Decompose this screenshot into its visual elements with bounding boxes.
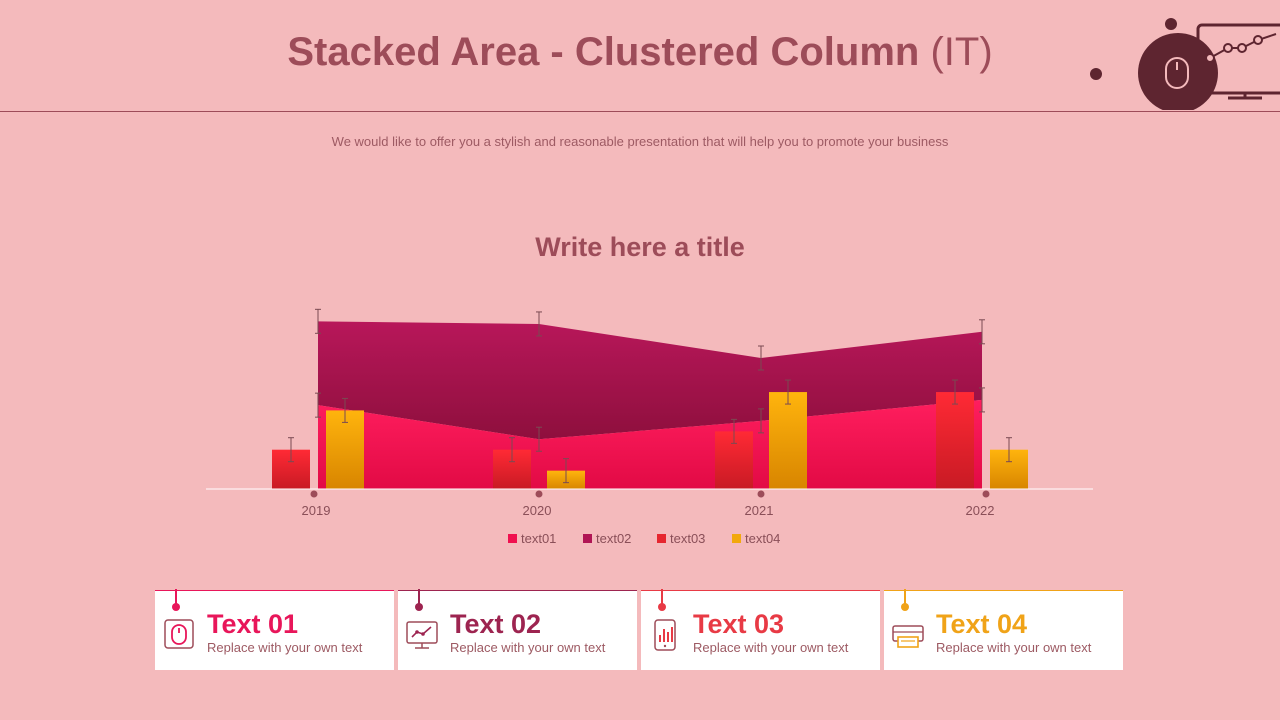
card-title: Text 03 <box>693 609 785 639</box>
error-bar-text02 <box>536 311 542 337</box>
page-title-main: Stacked Area - Clustered Column <box>287 30 920 74</box>
error-bar-text03 <box>288 437 294 463</box>
x-axis-tick <box>757 490 765 498</box>
x-tick-label: 2019 <box>302 503 331 518</box>
error-bar-text04 <box>342 397 348 423</box>
legend-item-text03: text03 <box>657 531 705 546</box>
phone-bar-chart-icon <box>654 619 676 651</box>
bar-text04-2019 <box>326 410 364 489</box>
x-axis-tick <box>982 490 990 498</box>
legend-item-text02: text02 <box>583 531 631 546</box>
chart-title: Write here a title <box>535 232 745 262</box>
card-title: Text 04 <box>936 609 1028 639</box>
card-title: Text 01 <box>207 609 299 639</box>
area-series-text01 <box>318 399 982 489</box>
bar-text03-2022 <box>936 392 974 489</box>
error-bar-text03 <box>731 418 737 444</box>
error-bar-text03 <box>509 437 515 463</box>
error-bar-text01 <box>758 408 764 434</box>
legend-swatch <box>583 534 592 543</box>
error-bar-text04 <box>563 458 569 484</box>
card-pin <box>661 589 663 605</box>
mouse-icon <box>164 619 194 649</box>
card-text: Replace with your own text <box>207 640 363 655</box>
error-bar-text03 <box>952 379 958 405</box>
computer-mouse-icon <box>1090 18 1280 110</box>
error-bar-text01 <box>979 387 985 413</box>
error-bar-text04 <box>785 379 791 405</box>
card-dot <box>415 603 423 611</box>
legend-label: text03 <box>670 531 705 546</box>
bar-text04-2021 <box>769 392 807 489</box>
card-text: Replace with your own text <box>936 640 1092 655</box>
legend-item-text01: text01 <box>508 531 556 546</box>
legend-item-text04: text04 <box>732 531 780 546</box>
x-tick-label: 2022 <box>966 503 995 518</box>
card-pin <box>175 589 177 605</box>
legend-swatch <box>657 534 666 543</box>
card-text: Replace with your own text <box>693 640 849 655</box>
card-text: Replace with your own text <box>450 640 606 655</box>
card-pin <box>418 589 420 605</box>
x-axis-tick <box>535 490 543 498</box>
info-card-1: Text 01 Replace with your own text <box>155 589 394 670</box>
x-tick-label: 2021 <box>745 503 774 518</box>
x-tick-label: 2020 <box>523 503 552 518</box>
error-bar-text02 <box>758 345 764 371</box>
card-dot <box>172 603 180 611</box>
page-title: Stacked Area - Clustered Column (IT) <box>0 30 1280 75</box>
error-bar-text04 <box>1006 437 1012 463</box>
x-axis-tick <box>310 490 318 498</box>
error-bar-text01 <box>536 426 542 452</box>
info-card-2: Text 02 Replace with your own text <box>398 589 637 670</box>
card-dot <box>658 603 666 611</box>
error-bar-text01 <box>315 392 321 418</box>
legend-label: text04 <box>745 531 780 546</box>
legend-label: text01 <box>521 531 556 546</box>
page-subtitle: We would like to offer you a stylish and… <box>331 134 949 149</box>
page-title-suffix: (IT) <box>930 30 993 74</box>
error-bar-text02 <box>979 319 985 345</box>
error-bar-text02 <box>315 308 321 334</box>
card-pin <box>904 589 906 605</box>
printer-icon <box>892 625 924 648</box>
monitor-chart-icon <box>406 621 438 649</box>
info-card-3: Text 03 Replace with your own text <box>641 589 880 670</box>
info-card-4: Text 04 Replace with your own text <box>884 589 1123 670</box>
card-dot <box>901 603 909 611</box>
card-title: Text 02 <box>450 609 542 639</box>
legend-label: text02 <box>596 531 631 546</box>
legend-swatch <box>508 534 517 543</box>
header-divider <box>0 111 1280 112</box>
combo-chart: Write here a title 2019 2020 2021 2022 text… <box>206 232 1093 546</box>
area-series-text02 <box>318 321 982 440</box>
info-cards: Text 01 Replace with your own text Text … <box>155 589 1123 670</box>
legend-swatch <box>732 534 741 543</box>
